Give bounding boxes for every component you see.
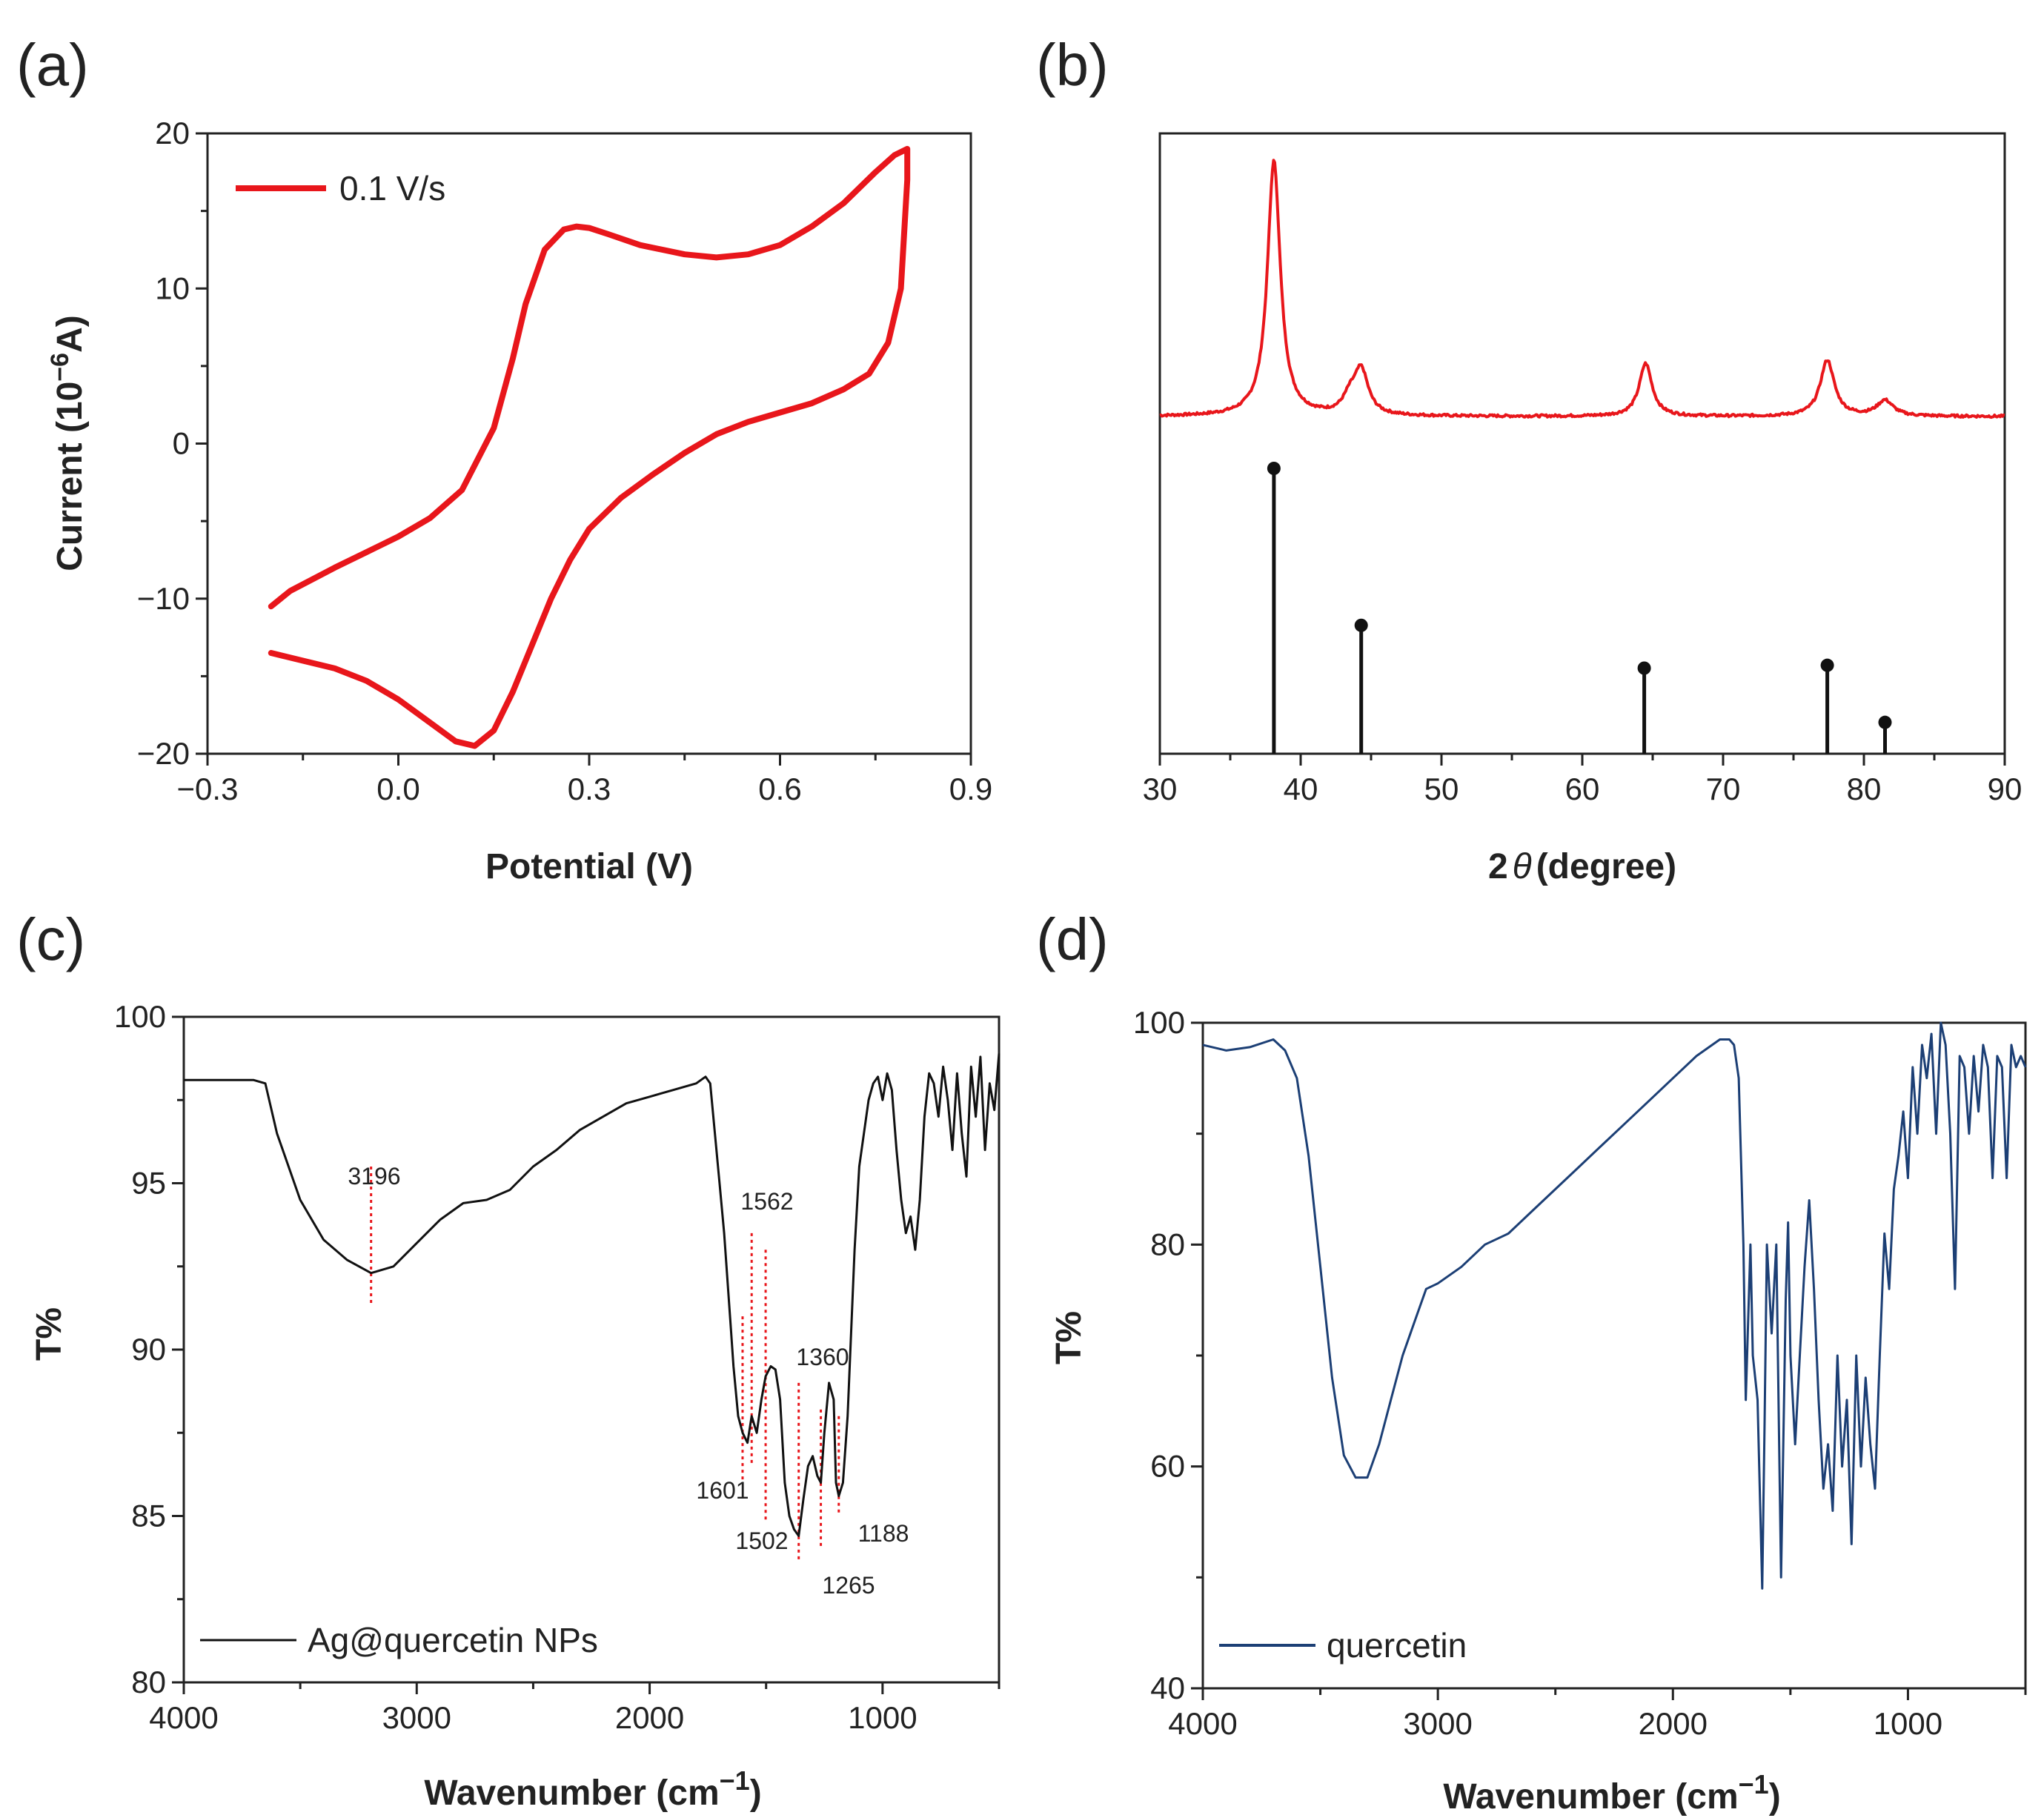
panel-d: (d) 4000 3000 2000 1000 40 60 80 100 quercetin… bbox=[1036, 906, 2027, 1817]
panel-c-x-tick-label: 1000 bbox=[848, 1700, 917, 1735]
panel-c-y-tick-label: 80 bbox=[131, 1665, 166, 1699]
panel-b-x-tick-label: 60 bbox=[1565, 772, 1600, 806]
panel-c-ticks bbox=[172, 1015, 1001, 1694]
panel-c-annotation-1601: 1601 bbox=[696, 1477, 749, 1504]
panel-c-series-line bbox=[184, 1053, 1001, 1537]
panel-b-stick-marker-64.4 bbox=[1637, 661, 1651, 675]
panel-a-y-tick-label: 20 bbox=[155, 116, 190, 150]
panel-a-y-tick-label: 10 bbox=[155, 271, 190, 305]
panel-d-x-tick-label: 4000 bbox=[1168, 1706, 1237, 1741]
panel-a-x-tick-labels: −0.3 0.0 0.3 0.6 0.9 bbox=[177, 772, 993, 806]
panel-d-x-tick-label: 3000 bbox=[1403, 1706, 1472, 1741]
panel-a-letter: (a) bbox=[16, 32, 89, 98]
panel-d-y-tick-labels: 40 60 80 100 bbox=[1133, 1005, 1185, 1705]
panel-b-x-tick-label: 90 bbox=[1988, 772, 2023, 806]
panel-d-y-tick-label: 40 bbox=[1150, 1671, 1185, 1705]
panel-c: (c) 4000 3000 2000 1000 80 85 90 95 100 3196 15… bbox=[16, 906, 1001, 1813]
panel-c-annotation-1502: 1502 bbox=[735, 1527, 788, 1554]
panel-c-x-tick-label: 2000 bbox=[615, 1700, 684, 1735]
panel-d-series-line bbox=[1202, 1021, 2027, 1590]
panel-a: (a) −0.3 0.0 0.3 0.6 0.9 −20 −10 0 10 20 0.1 V/s… bbox=[16, 32, 992, 886]
panel-d-y-tick-label: 100 bbox=[1133, 1005, 1185, 1040]
panel-a-x-tick-label: 0.0 bbox=[376, 772, 419, 806]
panel-a-x-tick-label: 0.3 bbox=[568, 772, 611, 806]
panel-c-letter: (c) bbox=[16, 906, 85, 972]
panel-b-stick-marker-81.5 bbox=[1878, 715, 1892, 729]
panel-c-y-tick-label: 90 bbox=[131, 1332, 166, 1367]
panel-d-x-tick-label: 1000 bbox=[1874, 1706, 1942, 1741]
panel-c-annotation-1265: 1265 bbox=[822, 1572, 875, 1599]
panel-a-x-tick-label: 0.6 bbox=[758, 772, 801, 806]
panel-b-x-tick-labels: 30 40 50 60 70 80 90 bbox=[1143, 772, 2023, 806]
panel-c-x-tick-label: 4000 bbox=[149, 1700, 218, 1735]
panel-b: (b) 30 40 50 60 70 80 90 2 θ (degree) bbox=[1036, 32, 2022, 886]
panel-d-letter: (d) bbox=[1036, 906, 1109, 972]
panel-b-x-tick-label: 70 bbox=[1706, 772, 1741, 806]
panel-a-y-tick-label: −20 bbox=[137, 736, 190, 771]
panel-c-y-axis-title: T% bbox=[30, 1307, 69, 1361]
panel-a-x-tick-label: −0.3 bbox=[177, 772, 239, 806]
panel-d-y-axis-title: T% bbox=[1049, 1311, 1089, 1364]
panel-b-x-tick-label: 50 bbox=[1424, 772, 1459, 806]
panel-b-reference-sticks bbox=[1267, 462, 1892, 754]
panel-c-y-tick-label: 95 bbox=[131, 1166, 166, 1201]
panel-c-y-tick-label: 100 bbox=[114, 999, 166, 1034]
panel-b-axes-frame bbox=[1158, 132, 2006, 755]
panel-b-x-tick-label: 30 bbox=[1143, 772, 1178, 806]
panel-d-legend-label: quercetin bbox=[1327, 1626, 1467, 1665]
panel-c-annotation-1562: 1562 bbox=[740, 1188, 793, 1215]
panel-b-stick-marker-77.4 bbox=[1820, 658, 1834, 672]
panel-c-annotation-lines bbox=[370, 1167, 840, 1563]
panel-d-x-tick-labels: 4000 3000 2000 1000 bbox=[1168, 1706, 1942, 1741]
panel-d-x-axis-title: Wavenumber (cm−1) bbox=[1443, 1769, 1780, 1817]
panel-a-y-tick-label: 0 bbox=[173, 426, 190, 461]
panel-c-annotation-1188: 1188 bbox=[858, 1520, 909, 1547]
panel-b-stick-marker-38.1 bbox=[1267, 462, 1281, 475]
panel-b-letter: (b) bbox=[1036, 32, 1109, 98]
panel-c-x-tick-label: 3000 bbox=[382, 1700, 451, 1735]
panel-b-x-tick-label: 40 bbox=[1284, 772, 1318, 806]
panel-c-annotation-3196: 3196 bbox=[348, 1163, 400, 1190]
panel-b-x-axis-title: 2 θ (degree) bbox=[1488, 847, 1676, 886]
panel-a-ticks bbox=[196, 132, 972, 766]
panel-d-y-tick-label: 60 bbox=[1150, 1449, 1185, 1484]
panel-a-legend-label: 0.1 V/s bbox=[339, 169, 445, 208]
panel-d-y-tick-label: 80 bbox=[1150, 1227, 1185, 1261]
panel-a-y-tick-labels: −20 −10 0 10 20 bbox=[137, 116, 190, 771]
panel-c-annotation-1360: 1360 bbox=[796, 1344, 849, 1370]
panel-b-stick-marker-44.3 bbox=[1354, 618, 1368, 632]
panel-b-x-tick-label: 80 bbox=[1847, 772, 1882, 806]
panel-c-axes-frame bbox=[182, 1015, 1001, 1684]
panel-c-y-tick-labels: 80 85 90 95 100 bbox=[114, 999, 166, 1699]
panel-a-x-tick-label: 0.9 bbox=[949, 772, 992, 806]
panel-c-x-tick-labels: 4000 3000 2000 1000 bbox=[149, 1700, 917, 1735]
panel-c-legend-label: Ag@quercetin NPs bbox=[308, 1621, 598, 1659]
panel-c-x-axis-title: Wavenumber (cm−1) bbox=[424, 1765, 761, 1813]
panel-c-y-tick-label: 85 bbox=[131, 1499, 166, 1533]
panel-d-ticks bbox=[1191, 1021, 2027, 1700]
panel-a-series-line bbox=[268, 145, 911, 749]
panel-a-y-tick-label: −10 bbox=[137, 581, 190, 616]
panel-a-y-axis-title: Current (10−6A) bbox=[46, 315, 90, 571]
panel-a-x-axis-title: Potential (V) bbox=[485, 847, 693, 886]
panel-b-ticks bbox=[1158, 754, 2006, 766]
panel-b-measured-pattern-line bbox=[1159, 159, 2005, 419]
panel-d-x-tick-label: 2000 bbox=[1639, 1706, 1708, 1741]
